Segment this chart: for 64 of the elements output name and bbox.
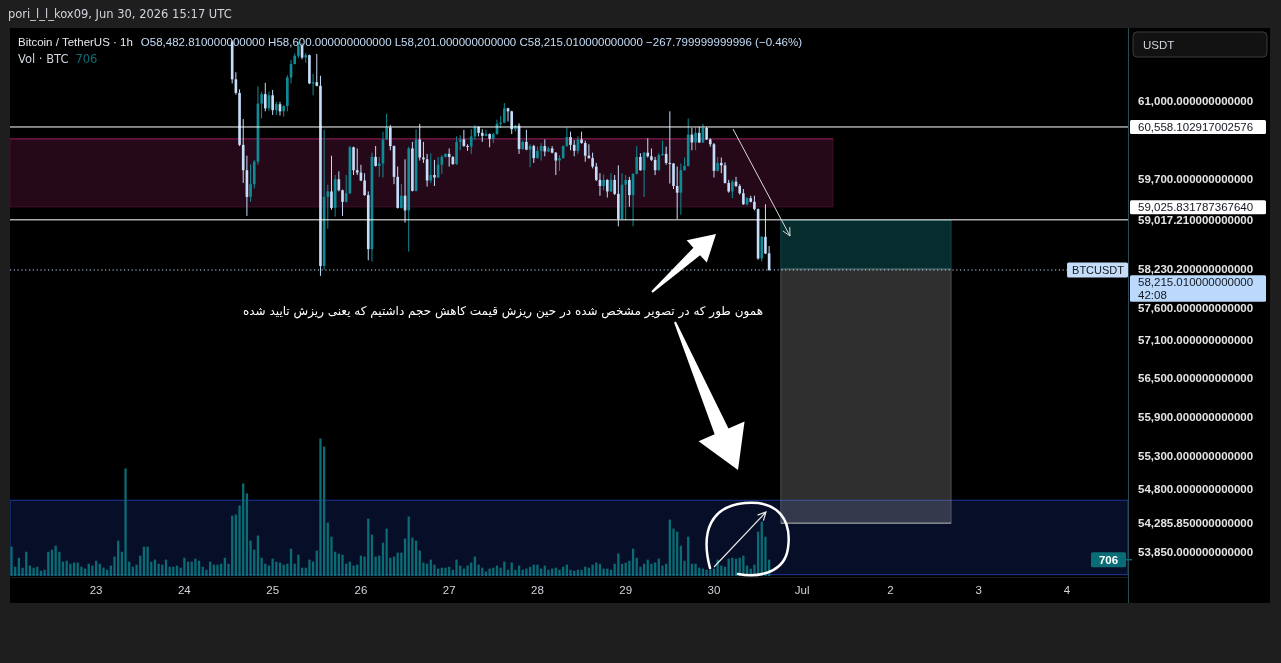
candlestick xyxy=(672,162,675,190)
text: O58,482.810000000000 H58,600.000000000000 L58,201.000000000000 C58,215.010000000000 −267.799999999996 (−0.46%) xyxy=(140,36,803,48)
y-tick-label: 54,285.850000000000 xyxy=(1138,517,1254,530)
candlestick xyxy=(624,174,628,221)
y-tick-label: 54,800.000000000000 xyxy=(1138,483,1254,496)
x-tick-label: 23 xyxy=(89,584,103,596)
candlestick xyxy=(355,147,359,176)
ref-line-label: 59,025.831787367640 xyxy=(1138,201,1254,214)
candlestick xyxy=(455,135,458,166)
candlestick xyxy=(694,126,697,151)
x-tick-label: 28 xyxy=(531,584,544,596)
candlestick xyxy=(583,140,587,163)
candlestick xyxy=(315,53,319,87)
candlestick xyxy=(760,235,764,263)
candlestick xyxy=(249,163,252,203)
candlestick xyxy=(341,189,344,217)
y-tick-label: 59,017.210000000000 xyxy=(1138,214,1254,227)
candlestick xyxy=(263,82,267,112)
x-tick-label: 26 xyxy=(354,584,368,596)
candlestick xyxy=(330,155,333,211)
candlestick xyxy=(646,137,650,158)
annotation: همون طور که در تصویر مشخص شده در حین ریزش قیمت کاهش حجم داشتیم که یعنی ریزش تایید شده xyxy=(243,304,763,319)
y-tick-label: 58,230.200000000000 xyxy=(1138,263,1254,276)
candlestick xyxy=(418,123,422,162)
candlestick xyxy=(271,89,274,116)
candlestick xyxy=(374,145,377,168)
candlestick xyxy=(613,174,616,196)
annotation: Vol · BTC xyxy=(18,52,69,66)
x-tick-label: 25 xyxy=(266,584,280,596)
y-tick-label: 57,600.000000000000 xyxy=(1138,302,1254,315)
candlestick xyxy=(569,131,572,151)
y-tick-label: 57,100.000000000000 xyxy=(1138,334,1254,347)
candlestick xyxy=(363,172,366,197)
candlestick xyxy=(605,178,609,199)
candlestick xyxy=(433,159,436,187)
x-tick-label: 3 xyxy=(975,584,982,596)
y-tick-label: 55,300.000000000000 xyxy=(1138,450,1254,463)
x-tick-label: 24 xyxy=(177,584,192,596)
annotation: BTCUSDT xyxy=(1072,263,1125,276)
x-tick-label: 30 xyxy=(707,584,721,596)
ref-line-label: 60,558.102917002576 xyxy=(1138,120,1254,133)
candlestick xyxy=(429,152,433,184)
x-tick-label: 4 xyxy=(1063,584,1071,596)
candlestick xyxy=(731,179,734,199)
candlestick xyxy=(628,176,631,208)
y-axis-title: USDT xyxy=(1143,38,1175,51)
y-tick-label: 53,850.000000000000 xyxy=(1138,546,1254,559)
x-tick-label: 2 xyxy=(887,584,894,596)
x-tick-label: 29 xyxy=(619,584,633,596)
candlestick xyxy=(352,146,355,176)
y-tick-label: 56,500.000000000000 xyxy=(1138,372,1254,385)
y-tick-label: 59,700.000000000000 xyxy=(1138,172,1254,185)
text: Bitcoin / TetherUS · 1h xyxy=(18,36,133,48)
annotation: 706 xyxy=(75,52,98,66)
y-tick-label: 61,000.000000000000 xyxy=(1138,94,1254,107)
y2-tick-label: 706 xyxy=(1098,553,1119,566)
candlestick xyxy=(400,183,403,210)
y-tick-label: 55,900.000000000000 xyxy=(1138,410,1254,423)
candlestick xyxy=(675,166,679,220)
ref-line-label: 58,215.010000000000 42:08 xyxy=(1138,276,1254,301)
x-tick-label: Jul xyxy=(794,584,810,596)
x-tick-label: 27 xyxy=(442,584,456,596)
candlestick xyxy=(661,140,664,157)
text: pori_l_l_kox09, Jun 30, 2026 15:17 UTC xyxy=(8,7,232,21)
